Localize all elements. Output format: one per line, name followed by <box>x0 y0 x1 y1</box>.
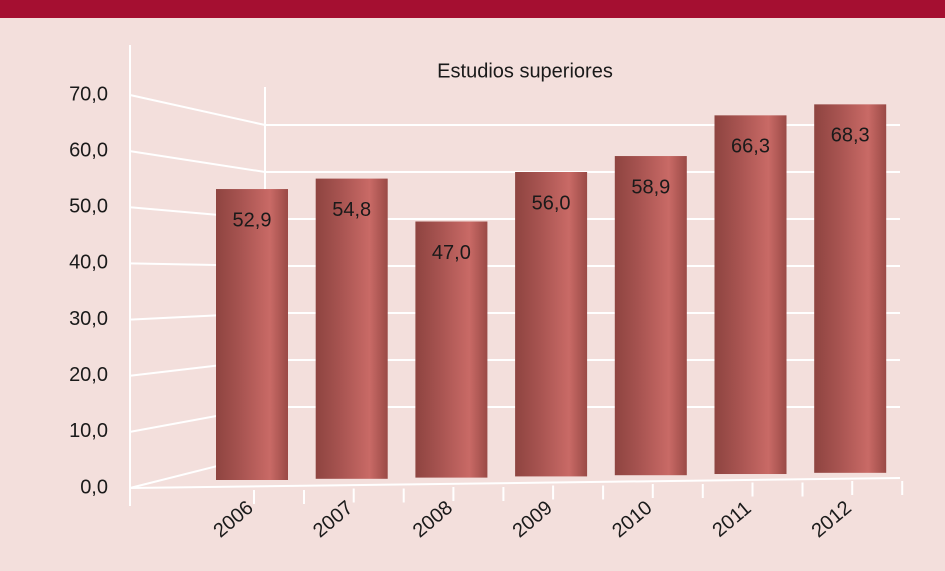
value-label: 52,9 <box>233 209 272 231</box>
y-tick-label: 0,0 <box>80 476 108 498</box>
y-tick-label: 30,0 <box>69 308 108 330</box>
grid-line <box>129 150 266 173</box>
y-tick-label: 40,0 <box>69 252 108 274</box>
y-tick-label: 20,0 <box>69 364 108 386</box>
bar <box>614 156 687 476</box>
value-label: 47,0 <box>432 242 471 264</box>
bar <box>714 115 787 475</box>
bar <box>814 104 887 473</box>
bar <box>216 189 288 481</box>
value-label: 68,3 <box>831 125 870 147</box>
value-label: 54,8 <box>332 199 371 221</box>
bar <box>515 172 588 477</box>
grid-line <box>129 94 266 126</box>
y-tick-label: 60,0 <box>69 139 108 161</box>
value-label: 66,3 <box>731 136 770 158</box>
chart-title: Estudios superiores <box>437 60 613 82</box>
y-tick-label: 50,0 <box>69 196 108 218</box>
header-band <box>0 0 945 18</box>
x-axis <box>129 477 901 489</box>
bar <box>415 221 488 478</box>
value-label: 56,0 <box>532 192 571 214</box>
bar <box>315 178 388 479</box>
y-tick-label: 70,0 <box>69 83 108 105</box>
value-label: 58,9 <box>631 176 670 198</box>
y-tick-label: 10,0 <box>69 420 108 442</box>
